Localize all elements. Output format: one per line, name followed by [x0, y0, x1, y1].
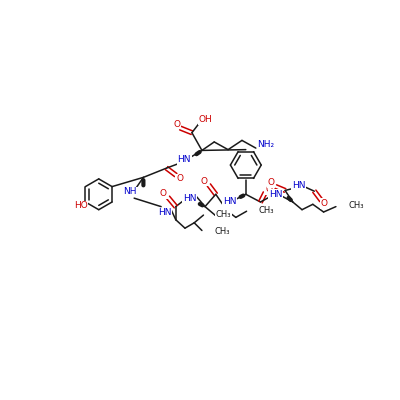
- Text: HN: HN: [178, 155, 191, 164]
- Text: O: O: [201, 177, 208, 186]
- Text: HN: HN: [269, 190, 282, 199]
- Text: O: O: [176, 174, 183, 183]
- Text: HN: HN: [223, 198, 236, 206]
- Text: NH₂: NH₂: [257, 140, 274, 149]
- Text: CH₃: CH₃: [216, 210, 231, 219]
- Text: HN: HN: [292, 180, 306, 190]
- Text: O: O: [266, 185, 272, 194]
- Text: O: O: [268, 178, 275, 187]
- Text: O: O: [173, 120, 180, 129]
- Text: HO: HO: [74, 201, 88, 210]
- Text: OH: OH: [199, 115, 213, 124]
- Text: O: O: [321, 199, 328, 208]
- Text: CH₃: CH₃: [214, 227, 230, 236]
- Text: NH: NH: [124, 188, 137, 196]
- Text: HN: HN: [183, 194, 196, 204]
- Text: HN: HN: [158, 208, 172, 217]
- Text: CH₃: CH₃: [348, 201, 364, 210]
- Text: CH₃: CH₃: [259, 206, 274, 215]
- Text: O: O: [160, 189, 167, 198]
